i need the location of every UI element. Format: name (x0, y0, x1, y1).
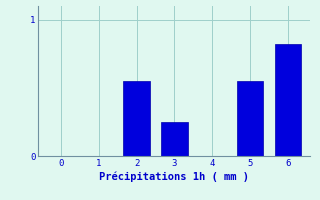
X-axis label: Précipitations 1h ( mm ): Précipitations 1h ( mm ) (100, 172, 249, 182)
Bar (124, 81, 150, 156)
Bar (161, 122, 188, 156)
Bar (237, 81, 263, 156)
Bar (275, 44, 301, 156)
